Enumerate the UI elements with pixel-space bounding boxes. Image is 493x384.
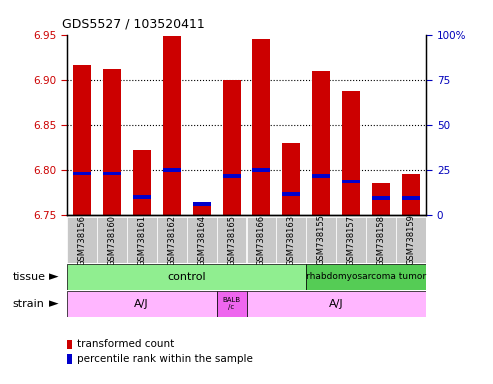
Bar (133, 150, 150, 215)
Bar (67, 217, 97, 263)
Bar (252, 39, 271, 215)
Text: control: control (167, 272, 206, 282)
Bar (216, 217, 246, 263)
Text: ►: ► (49, 270, 59, 283)
Bar (157, 217, 186, 263)
Bar (307, 264, 426, 290)
Bar (402, 174, 421, 215)
Bar (373, 196, 390, 200)
Text: GSM738155: GSM738155 (317, 215, 326, 265)
Bar (277, 217, 307, 263)
Bar (343, 91, 360, 215)
Bar (192, 202, 211, 206)
Bar (222, 79, 241, 215)
Bar (366, 217, 396, 263)
Bar (72, 65, 91, 215)
Text: GSM738163: GSM738163 (287, 214, 296, 266)
Bar (67, 291, 216, 317)
Bar (396, 217, 426, 263)
Bar (97, 217, 127, 263)
Bar (307, 217, 336, 263)
Text: GSM738160: GSM738160 (107, 215, 116, 265)
Bar (222, 174, 241, 178)
Bar (373, 182, 390, 215)
Text: percentile rank within the sample: percentile rank within the sample (77, 354, 253, 364)
Bar (72, 172, 91, 175)
Text: transformed count: transformed count (77, 339, 175, 349)
Text: GSM738162: GSM738162 (167, 215, 176, 265)
Bar (127, 217, 157, 263)
Bar (216, 291, 246, 317)
Bar (163, 168, 180, 172)
Text: tissue: tissue (12, 272, 45, 282)
Bar (282, 192, 301, 196)
Text: rhabdomyosarcoma tumor: rhabdomyosarcoma tumor (307, 272, 426, 281)
Bar (252, 168, 271, 172)
Text: GSM738161: GSM738161 (137, 215, 146, 265)
Text: A/J: A/J (329, 299, 344, 309)
Text: GSM738164: GSM738164 (197, 215, 206, 265)
Bar (103, 69, 121, 215)
Bar (103, 172, 121, 175)
Bar (186, 217, 216, 263)
Text: strain: strain (12, 299, 44, 309)
Text: GSM738158: GSM738158 (377, 215, 386, 265)
Bar (313, 174, 330, 178)
Text: GSM738166: GSM738166 (257, 214, 266, 266)
Bar (343, 180, 360, 184)
Text: GSM738157: GSM738157 (347, 215, 356, 265)
Text: GSM738165: GSM738165 (227, 215, 236, 265)
Text: GSM738159: GSM738159 (407, 215, 416, 265)
Bar (67, 264, 307, 290)
Text: BALB
/c: BALB /c (222, 297, 241, 310)
Bar (133, 195, 150, 199)
Text: GSM738156: GSM738156 (77, 215, 86, 265)
Text: GDS5527 / 103520411: GDS5527 / 103520411 (62, 17, 205, 30)
Bar (246, 291, 426, 317)
Bar (336, 217, 366, 263)
Bar (282, 143, 301, 215)
Bar (163, 36, 180, 215)
Bar (192, 202, 211, 215)
Bar (313, 71, 330, 215)
Text: ►: ► (49, 297, 59, 310)
Text: A/J: A/J (134, 299, 149, 309)
Bar (402, 196, 421, 200)
Bar (246, 217, 277, 263)
